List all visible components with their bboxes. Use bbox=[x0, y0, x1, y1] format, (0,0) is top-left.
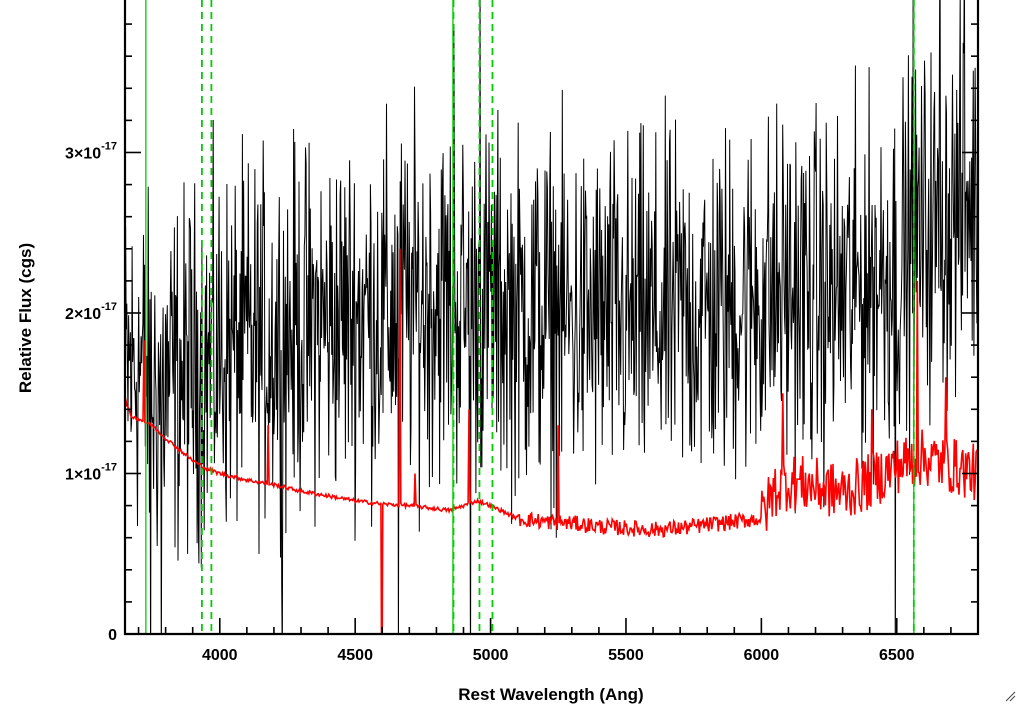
resize-grip-icon[interactable] bbox=[1004, 690, 1016, 702]
reference-lines bbox=[145, 0, 915, 634]
observed-spectrum-line bbox=[125, 0, 978, 634]
y-tick-label: 2×10-17 bbox=[65, 301, 117, 323]
y-axis-label: Relative Flux (cgs) bbox=[16, 243, 35, 393]
axes-frame bbox=[123, 0, 980, 636]
model-spectrum-line bbox=[125, 248, 978, 634]
y-tick-label: 3×10-17 bbox=[65, 140, 117, 162]
x-tick-label: 5500 bbox=[608, 647, 644, 664]
y-tick-label: 1×10-17 bbox=[65, 461, 117, 483]
x-tick-label: 6500 bbox=[879, 647, 915, 664]
x-tick-label: 6000 bbox=[744, 647, 780, 664]
x-tick-label: 4500 bbox=[337, 647, 373, 664]
x-tick-label: 4000 bbox=[202, 647, 238, 664]
tick-labels: 4000 4500 5000 5500 6000 6500 0 1×10-17 2×10-17 3… bbox=[65, 140, 915, 664]
axes bbox=[123, 0, 980, 636]
x-axis-label: Rest Wavelength (Ang) bbox=[458, 685, 643, 704]
y-tick-label: 0 bbox=[108, 627, 117, 644]
x-tick-label: 5000 bbox=[473, 647, 509, 664]
plot-area bbox=[125, 0, 978, 634]
